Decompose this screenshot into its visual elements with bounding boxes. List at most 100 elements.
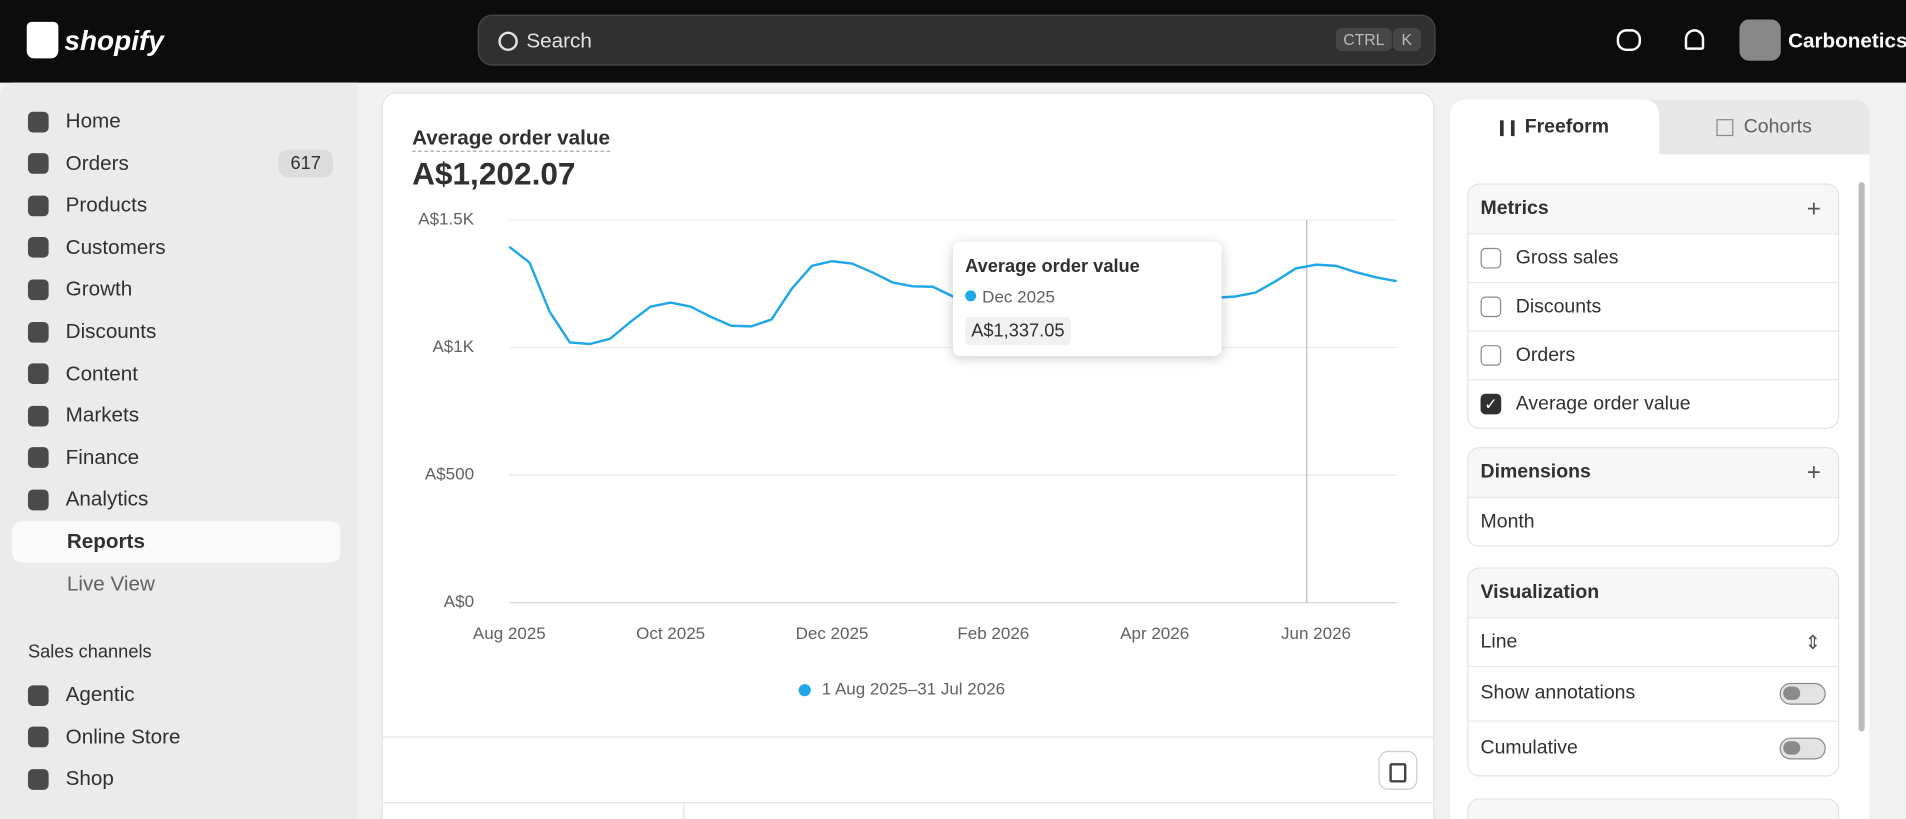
nav-icon xyxy=(27,195,49,216)
nav-item[interactable]: Content xyxy=(12,353,340,394)
nav-label: Orders xyxy=(65,151,129,175)
select-arrows: ⇕ xyxy=(1804,632,1821,654)
chart: A$0 A$500 A$1K A$1.5K Aug 2025 Oct 2025 Dec 20… xyxy=(418,209,1397,699)
nav-icon xyxy=(27,363,49,385)
section-header: Visualization xyxy=(1468,568,1838,618)
nav-item[interactable]: Discounts xyxy=(12,311,340,352)
panel-section: Visualization Line ⇕ Show annotations Cumula… xyxy=(1467,567,1840,777)
checkbox[interactable] xyxy=(1480,247,1502,269)
x-tick-label: Dec 2025 xyxy=(796,624,869,643)
x-tick-label: Apr 2026 xyxy=(1120,624,1189,643)
section-header: Metrics + xyxy=(1468,184,1838,234)
tooltip-title: Average order value xyxy=(965,256,1140,278)
divider xyxy=(382,801,1434,804)
nav-icon xyxy=(27,111,49,132)
metric-label: Discounts xyxy=(1515,295,1602,317)
section-header: Dimensions + xyxy=(1468,448,1838,497)
metric-label: Average order value xyxy=(1515,393,1691,414)
nav-item[interactable]: Finance xyxy=(12,437,340,478)
nav-icon xyxy=(27,321,49,343)
search-box[interactable]: Search CTRL K xyxy=(477,14,1436,66)
toggle-knob xyxy=(1783,686,1801,700)
legend-label: 1 Aug 2025–31 Jul 2026 xyxy=(822,680,1005,699)
nav-label: Shop xyxy=(65,766,114,791)
panel-section: Metrics + Gross sales Discounts Orders ✓ Avera… xyxy=(1467,183,1840,429)
toggle-row: Cumulative xyxy=(1468,720,1838,776)
tooltip-swatch xyxy=(965,290,977,302)
toggle[interactable] xyxy=(1779,737,1826,760)
metric-label: Gross sales xyxy=(1515,247,1619,268)
nav-label: Discounts xyxy=(65,319,157,343)
store-name[interactable]: Carbonetics xyxy=(1788,29,1906,53)
nav-icon xyxy=(27,726,49,748)
section-label[interactable]: Sales channels xyxy=(27,641,152,663)
nav-label: Content xyxy=(65,361,139,385)
chart-total: A$1,202.07 xyxy=(412,155,576,192)
tooltip-date: Dec 2025 xyxy=(982,286,1056,307)
nav-label: Products xyxy=(65,193,148,217)
checkbox[interactable] xyxy=(1480,296,1502,318)
nav-label: Home xyxy=(65,109,121,133)
tab-label: Freeform xyxy=(1524,116,1610,138)
metric-row[interactable]: Orders xyxy=(1468,330,1838,380)
nav-label: Live View xyxy=(66,571,155,595)
scrollbar xyxy=(1858,182,1865,732)
nav-icon xyxy=(27,405,49,427)
checkbox[interactable] xyxy=(1480,345,1502,366)
nav-icon xyxy=(27,279,49,300)
divider xyxy=(382,736,1434,738)
metric-row[interactable]: Gross sales xyxy=(1468,233,1838,282)
nav-badge: 617 xyxy=(278,149,334,178)
nav-subitem[interactable]: Live View xyxy=(12,563,340,604)
y-tick-label: A$0 xyxy=(444,592,474,611)
top-bar: shopify Search CTRL K Carbonetics xyxy=(0,0,1906,83)
chart-title[interactable]: Average order value xyxy=(412,126,611,152)
chart-card: Average order value A$1,202.07 A$0 A$500 A… xyxy=(381,92,1435,819)
metric-row[interactable]: Discounts xyxy=(1468,281,1838,331)
y-tick-label: A$500 xyxy=(425,465,474,484)
nav-item[interactable]: Online Store xyxy=(12,716,340,757)
nav-icon xyxy=(27,447,49,469)
panel-section: Dimensions + Month xyxy=(1467,447,1840,547)
nav-icon xyxy=(27,237,49,258)
nav-item[interactable]: Shop xyxy=(12,758,340,799)
add-button[interactable]: + xyxy=(1806,195,1821,222)
nav-item[interactable]: Agentic xyxy=(12,674,340,715)
nav-item[interactable]: Products xyxy=(12,185,340,226)
brand: shopify xyxy=(64,24,164,56)
toggle-row: Show annotations xyxy=(1468,665,1838,721)
nav-label: Analytics xyxy=(65,487,149,511)
settings-panel: Freeform Cohorts Metrics + Gross sales Disc… xyxy=(1450,99,1870,819)
viz-select[interactable]: Line ⇕ xyxy=(1468,617,1838,666)
add-button[interactable]: + xyxy=(1806,458,1821,486)
nav-item[interactable]: Orders 617 xyxy=(12,143,340,184)
checkbox[interactable]: ✓ xyxy=(1480,393,1502,415)
section-title: Dimensions xyxy=(1480,461,1591,483)
toggle-label: Cumulative xyxy=(1480,737,1578,759)
nav-label: Agentic xyxy=(65,682,135,706)
metric-row[interactable]: ✓ Average order value xyxy=(1468,379,1838,428)
search-icon xyxy=(498,31,518,52)
table-toggle[interactable] xyxy=(1378,750,1418,790)
nav-item[interactable]: Analytics xyxy=(12,479,340,520)
nav-icon xyxy=(27,684,49,706)
toggle[interactable] xyxy=(1779,682,1826,705)
nav-icon xyxy=(27,153,49,174)
nav-item[interactable]: Markets xyxy=(12,395,340,436)
nav-label: Finance xyxy=(65,445,140,469)
dimension-row[interactable]: Month xyxy=(1468,496,1838,546)
store-avatar[interactable] xyxy=(1739,19,1781,61)
nav-item[interactable]: Customers xyxy=(12,227,340,268)
nav-item[interactable]: Home xyxy=(12,101,340,142)
dimension-label: Month xyxy=(1480,510,1535,532)
assistant-button[interactable] xyxy=(1616,29,1642,52)
tooltip-value: A$1,337.05 xyxy=(965,317,1071,346)
tab[interactable]: Freeform xyxy=(1450,99,1660,156)
x-tick-label: Feb 2026 xyxy=(957,624,1029,643)
tab[interactable]: Cohorts xyxy=(1659,100,1869,155)
y-tick-label: A$1K xyxy=(432,337,474,356)
notifications-button[interactable] xyxy=(1684,29,1705,50)
nav-item[interactable]: Growth xyxy=(12,269,340,310)
nav-subitem[interactable]: Reports xyxy=(12,521,341,563)
section-title: Metrics xyxy=(1480,198,1549,219)
